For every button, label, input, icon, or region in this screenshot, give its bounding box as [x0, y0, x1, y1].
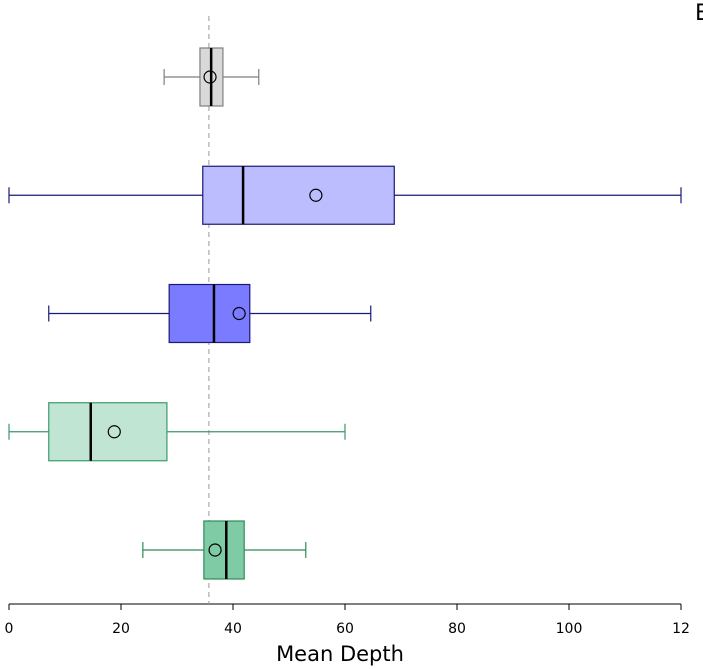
box — [202, 165, 395, 225]
mean — [203, 70, 217, 84]
x-tick-label: 80 — [448, 621, 466, 637]
panel-label: E — [695, 1, 703, 26]
box — [168, 283, 251, 344]
x-tick-label: 20 — [112, 621, 130, 637]
x-axis-label: Mean Depth — [276, 642, 404, 666]
x-tick-label: 40 — [224, 621, 242, 637]
mean — [208, 543, 222, 557]
x-tick-label: 12 — [672, 621, 690, 637]
box — [203, 520, 245, 580]
mean — [232, 306, 246, 321]
x-tick-label: 0 — [5, 621, 14, 637]
x-tick-label: 100 — [556, 621, 583, 637]
x-tick-label: 60 — [336, 621, 354, 637]
mean — [309, 188, 323, 202]
mean — [107, 425, 121, 439]
